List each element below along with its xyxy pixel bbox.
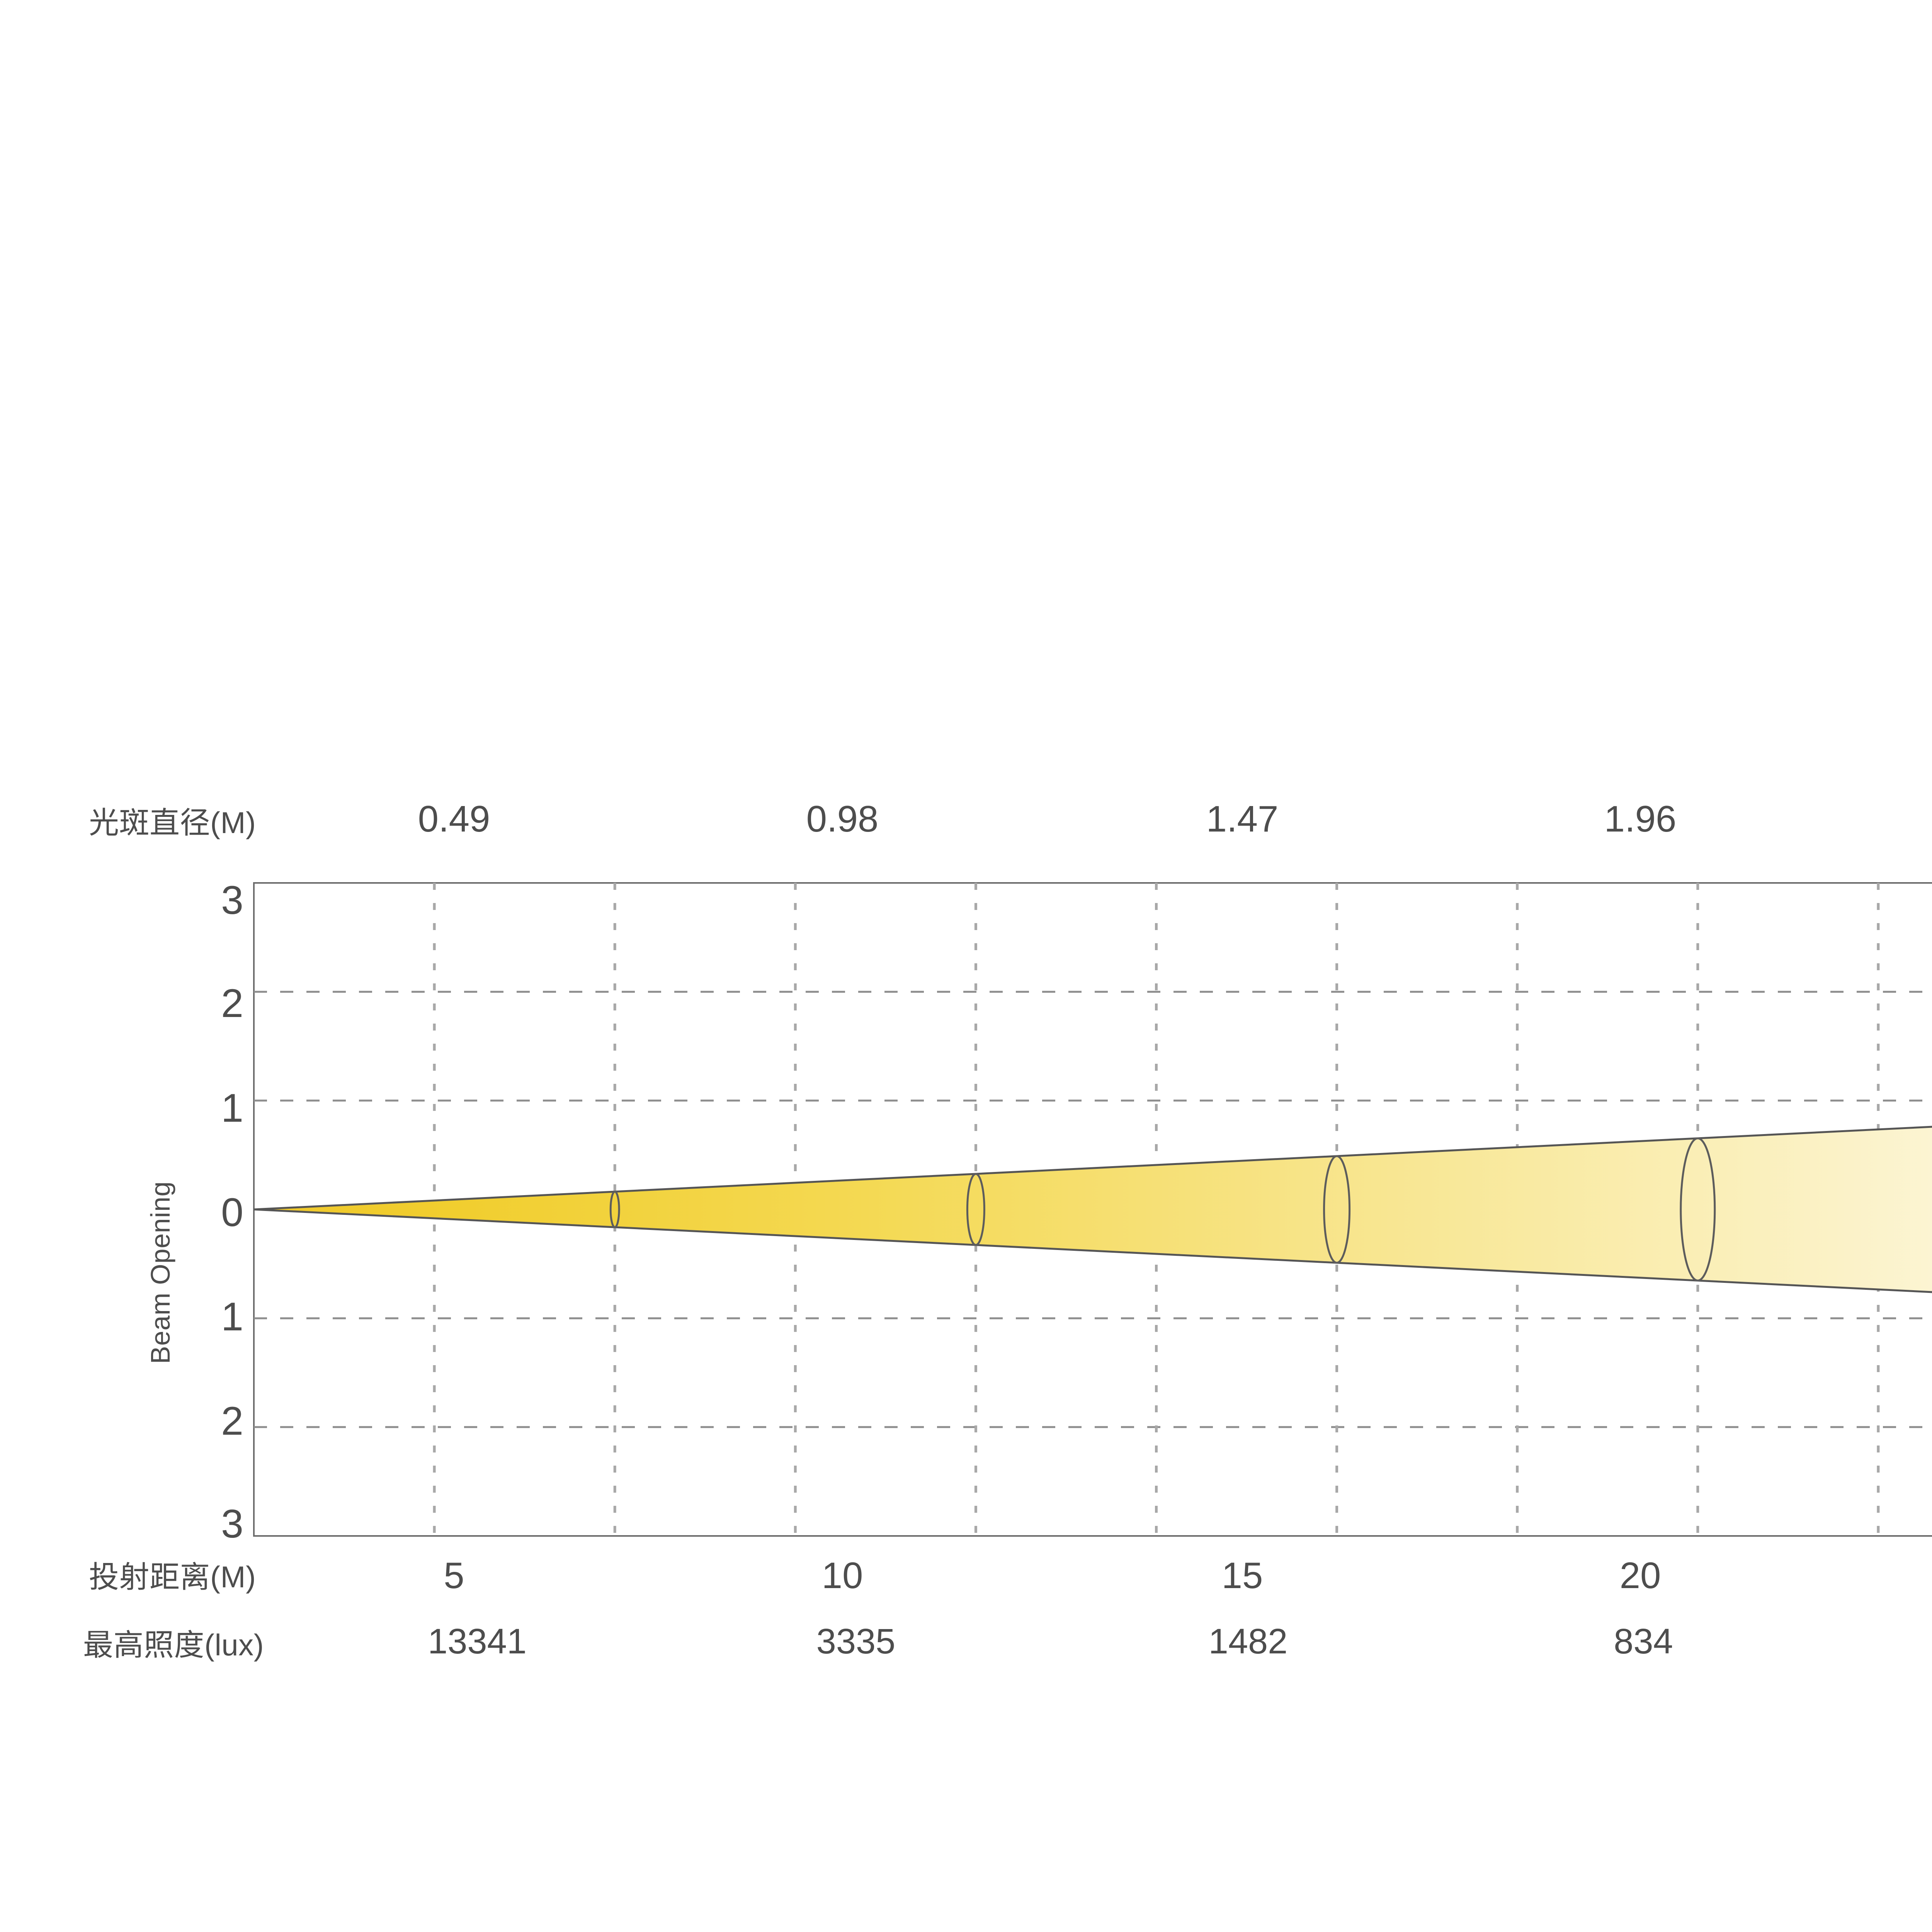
throw-distance-row-key: 投射距离(M) [89,1560,256,1594]
y-tick-1-top: 1 [221,1086,243,1131]
y-tick-0: 0 [221,1190,243,1235]
beam-cone [253,1126,1932,1293]
max-illuminance-value-20m: 834 [1614,1622,1673,1661]
throw-distance-value-10m: 10 [821,1555,863,1596]
spot-ellipse-15m [1323,1155,1351,1264]
max-illuminance-value-15m: 1482 [1208,1622,1288,1661]
y-axis-title: Beam Opening [145,1181,175,1364]
spot-ellipses [609,1137,1716,1282]
throw-distance-value-15m: 15 [1221,1555,1263,1596]
max-illuminance-row-key: 最高照度(lux) [83,1628,264,1662]
y-tick-2-bottom: 2 [221,1399,243,1444]
horizontal-gridlines [254,991,1932,1428]
spot-diameter-value-15m: 1.47 [1206,798,1279,840]
spot-ellipse-20m [1680,1137,1716,1282]
y-tick-3-top: 3 [221,878,243,923]
spot-diameter-value-5m: 0.49 [418,798,490,840]
spot-ellipse-5m [609,1190,620,1228]
throw-distance-value-20m: 20 [1619,1555,1661,1596]
spot-diameter-row-key: 光斑直径(M) [89,806,256,840]
max-illuminance-value-5m: 13341 [428,1622,527,1661]
max-illuminance-value-10m: 3335 [816,1622,896,1661]
y-tick-2-top: 2 [221,981,243,1026]
throw-distance-value-5m: 5 [444,1555,464,1596]
spot-ellipse-10m [966,1173,985,1246]
spot-diameter-value-10m: 0.98 [806,798,879,840]
spot-diameter-value-20m: 1.96 [1604,798,1677,840]
y-tick-3-bottom: 3 [221,1502,243,1546]
y-tick-1-bottom: 1 [221,1294,243,1339]
